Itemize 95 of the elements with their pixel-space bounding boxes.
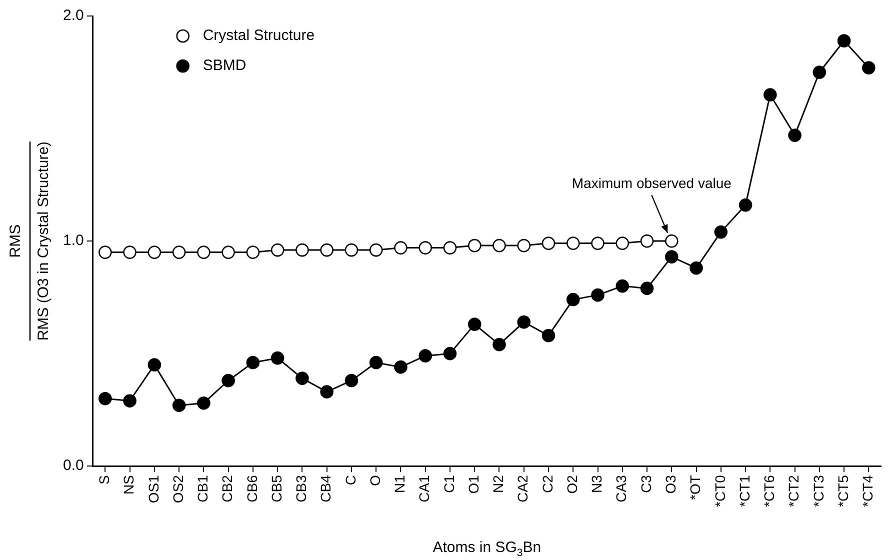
point: [98, 246, 112, 259]
point: [788, 128, 802, 142]
point: [148, 358, 162, 372]
point: [690, 261, 703, 275]
x-tick-label: CB5: [268, 474, 284, 502]
point: [418, 241, 432, 254]
x-tick-label: C2: [539, 474, 556, 494]
point: [98, 392, 112, 406]
x-tick-label: OS2: [170, 474, 186, 504]
legend-label: Crystal Structure: [202, 27, 315, 44]
point: [714, 225, 728, 239]
x-tick-label: CA3: [613, 474, 630, 502]
y-tick-label: 2.0: [62, 7, 84, 24]
x-tick-label: N1: [392, 474, 408, 494]
x-tick-label: N2: [490, 474, 506, 494]
legend-label: SBMD: [202, 57, 246, 74]
x-tick-label: *OT: [687, 474, 704, 500]
x-tick-label: C: [342, 475, 358, 486]
point: [616, 236, 630, 250]
point: [197, 246, 210, 259]
x-tick-label: *CT6: [761, 474, 778, 508]
x-tick-label: OS1: [145, 474, 162, 504]
point: [148, 246, 162, 259]
x-tick-label: S: [96, 475, 112, 484]
x-tick-label: *CT1: [736, 474, 752, 508]
point: [246, 356, 260, 370]
point: [344, 374, 358, 388]
point: [738, 198, 752, 212]
annotation: Maximum observed value: [572, 174, 732, 191]
point: [222, 246, 235, 259]
point: [640, 234, 654, 248]
point: [222, 374, 235, 388]
x-tick-label: C3: [638, 474, 654, 494]
point: [320, 243, 334, 257]
point: [468, 318, 482, 331]
x-tick-label: O2: [564, 474, 580, 494]
point: [394, 241, 408, 254]
point: [812, 66, 826, 79]
x-tick-label: *CT4: [860, 474, 876, 508]
y-axis-title: RMS RMS (O3 in Crystal Structure): [7, 141, 52, 341]
point: [443, 346, 457, 360]
point: [123, 246, 136, 259]
point: [172, 398, 186, 412]
point: [394, 360, 408, 374]
point: [542, 236, 556, 250]
point: [665, 250, 678, 264]
point: [468, 238, 482, 252]
point: [418, 349, 432, 362]
x-tick-label: *CT3: [810, 474, 826, 508]
point: [246, 246, 260, 259]
x-tick-label: *CT5: [834, 474, 851, 508]
y-tick-label: 0.0: [62, 457, 84, 474]
point: [270, 351, 284, 365]
point: [862, 61, 876, 74]
x-tick-label: O: [366, 474, 383, 486]
point: [665, 234, 678, 248]
x-tick-label: C1: [440, 474, 457, 494]
point: [616, 279, 630, 293]
point: [566, 292, 580, 306]
x-tick-label: CA2: [514, 474, 531, 502]
point: [517, 238, 531, 252]
y-tick-label: 1.0: [62, 232, 84, 250]
x-tick-label: *CT0: [712, 474, 728, 508]
point: [197, 396, 210, 410]
point: [492, 238, 506, 252]
point: [640, 282, 654, 295]
point: [172, 246, 186, 259]
x-tick-label: CB6: [244, 474, 260, 502]
point: [566, 236, 580, 250]
point: [517, 315, 531, 329]
point: [492, 338, 506, 352]
x-tick-label: CA1: [416, 474, 432, 502]
x-tick-label: CB1: [194, 474, 211, 502]
x-tick-label: CB3: [293, 474, 310, 502]
x-tick-label: O3: [662, 474, 679, 494]
x-tick-label: N3: [588, 474, 605, 494]
x-tick-label: CB4: [318, 474, 334, 502]
point: [591, 288, 604, 302]
point: [837, 34, 851, 48]
x-tick-label: CB2: [219, 474, 236, 502]
point: [344, 243, 358, 257]
point: [123, 394, 136, 408]
point: [542, 328, 556, 342]
point: [369, 356, 383, 370]
point: [764, 88, 777, 102]
x-tick-label: *CT2: [786, 474, 802, 508]
point: [320, 385, 334, 398]
point: [296, 372, 309, 385]
point: [369, 243, 383, 257]
point: [296, 243, 309, 257]
point: [443, 241, 457, 254]
x-tick-label: O1: [465, 474, 482, 494]
x-tick-label: NS: [120, 475, 137, 495]
point: [270, 243, 284, 257]
point: [591, 236, 604, 250]
